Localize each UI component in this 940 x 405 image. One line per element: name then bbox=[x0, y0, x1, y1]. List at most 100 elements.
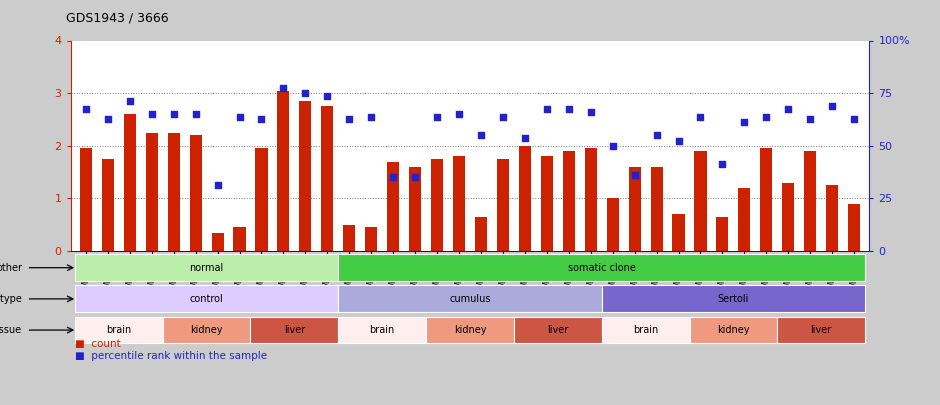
Point bbox=[781, 106, 796, 112]
Point bbox=[166, 111, 181, 117]
Bar bbox=[782, 183, 794, 251]
Bar bbox=[277, 91, 290, 251]
Bar bbox=[606, 198, 619, 251]
Point bbox=[627, 172, 642, 178]
Point bbox=[276, 85, 291, 91]
Text: brain: brain bbox=[369, 325, 395, 335]
Point bbox=[715, 161, 730, 168]
Bar bbox=[805, 151, 816, 251]
Point bbox=[78, 106, 93, 112]
Point bbox=[210, 182, 225, 189]
Bar bbox=[848, 204, 860, 251]
Bar bbox=[124, 114, 135, 251]
Point bbox=[803, 116, 818, 123]
Point bbox=[737, 119, 752, 125]
Bar bbox=[826, 185, 838, 251]
Point bbox=[408, 174, 423, 181]
Bar bbox=[475, 217, 487, 251]
Text: tissue: tissue bbox=[0, 325, 23, 335]
Bar bbox=[365, 228, 377, 251]
Point bbox=[144, 111, 159, 117]
FancyBboxPatch shape bbox=[75, 254, 338, 281]
FancyBboxPatch shape bbox=[338, 317, 426, 343]
Point bbox=[232, 113, 247, 120]
Point bbox=[583, 108, 598, 115]
Text: somatic clone: somatic clone bbox=[568, 263, 635, 273]
FancyBboxPatch shape bbox=[75, 286, 338, 312]
FancyBboxPatch shape bbox=[338, 286, 602, 312]
Bar bbox=[146, 133, 158, 251]
Point bbox=[298, 90, 313, 96]
Text: cell type: cell type bbox=[0, 294, 23, 304]
Bar bbox=[233, 228, 245, 251]
Bar bbox=[453, 156, 465, 251]
Bar bbox=[738, 188, 750, 251]
Point bbox=[451, 111, 466, 117]
Bar bbox=[672, 214, 684, 251]
Text: kidney: kidney bbox=[190, 325, 223, 335]
Point bbox=[430, 113, 445, 120]
Text: kidney: kidney bbox=[717, 325, 750, 335]
Text: liver: liver bbox=[547, 325, 569, 335]
Point bbox=[759, 113, 774, 120]
Point bbox=[824, 103, 839, 110]
Bar bbox=[256, 149, 268, 251]
FancyBboxPatch shape bbox=[602, 286, 865, 312]
Bar bbox=[167, 133, 180, 251]
Text: Sertoli: Sertoli bbox=[718, 294, 749, 304]
Text: normal: normal bbox=[190, 263, 224, 273]
Bar bbox=[387, 162, 400, 251]
Bar bbox=[585, 149, 597, 251]
Text: ■  percentile rank within the sample: ■ percentile rank within the sample bbox=[75, 351, 267, 361]
Bar bbox=[431, 159, 443, 251]
Point bbox=[649, 132, 664, 139]
Point bbox=[847, 116, 862, 123]
Bar bbox=[321, 107, 334, 251]
FancyBboxPatch shape bbox=[514, 317, 602, 343]
Point bbox=[495, 113, 510, 120]
FancyBboxPatch shape bbox=[777, 317, 865, 343]
Point bbox=[385, 174, 400, 181]
Point bbox=[320, 93, 335, 99]
Point bbox=[364, 113, 379, 120]
Point bbox=[693, 113, 708, 120]
Bar bbox=[650, 167, 663, 251]
Bar bbox=[212, 232, 224, 251]
Bar bbox=[299, 101, 311, 251]
FancyBboxPatch shape bbox=[338, 254, 865, 281]
Bar bbox=[80, 149, 92, 251]
Bar bbox=[497, 159, 509, 251]
Point bbox=[605, 143, 620, 149]
Text: control: control bbox=[190, 294, 224, 304]
Bar bbox=[563, 151, 575, 251]
Bar bbox=[629, 167, 641, 251]
FancyBboxPatch shape bbox=[426, 317, 514, 343]
Text: brain: brain bbox=[633, 325, 658, 335]
Point bbox=[517, 135, 532, 141]
Bar bbox=[409, 167, 421, 251]
Point bbox=[671, 137, 686, 144]
Bar bbox=[102, 159, 114, 251]
Point bbox=[342, 116, 357, 123]
Text: liver: liver bbox=[810, 325, 832, 335]
Bar bbox=[190, 135, 202, 251]
Point bbox=[540, 106, 555, 112]
Point bbox=[474, 132, 489, 139]
Bar bbox=[716, 217, 728, 251]
Text: GDS1943 / 3666: GDS1943 / 3666 bbox=[66, 11, 168, 24]
Point bbox=[254, 116, 269, 123]
Bar bbox=[343, 225, 355, 251]
Point bbox=[561, 106, 576, 112]
Text: brain: brain bbox=[106, 325, 132, 335]
FancyBboxPatch shape bbox=[75, 317, 163, 343]
Point bbox=[101, 116, 116, 123]
Text: liver: liver bbox=[284, 325, 305, 335]
FancyBboxPatch shape bbox=[163, 317, 250, 343]
FancyBboxPatch shape bbox=[602, 317, 690, 343]
Text: kidney: kidney bbox=[454, 325, 486, 335]
Text: other: other bbox=[0, 263, 23, 273]
FancyBboxPatch shape bbox=[250, 317, 338, 343]
Point bbox=[122, 98, 137, 104]
Text: ■  count: ■ count bbox=[75, 339, 121, 349]
Bar bbox=[695, 151, 707, 251]
